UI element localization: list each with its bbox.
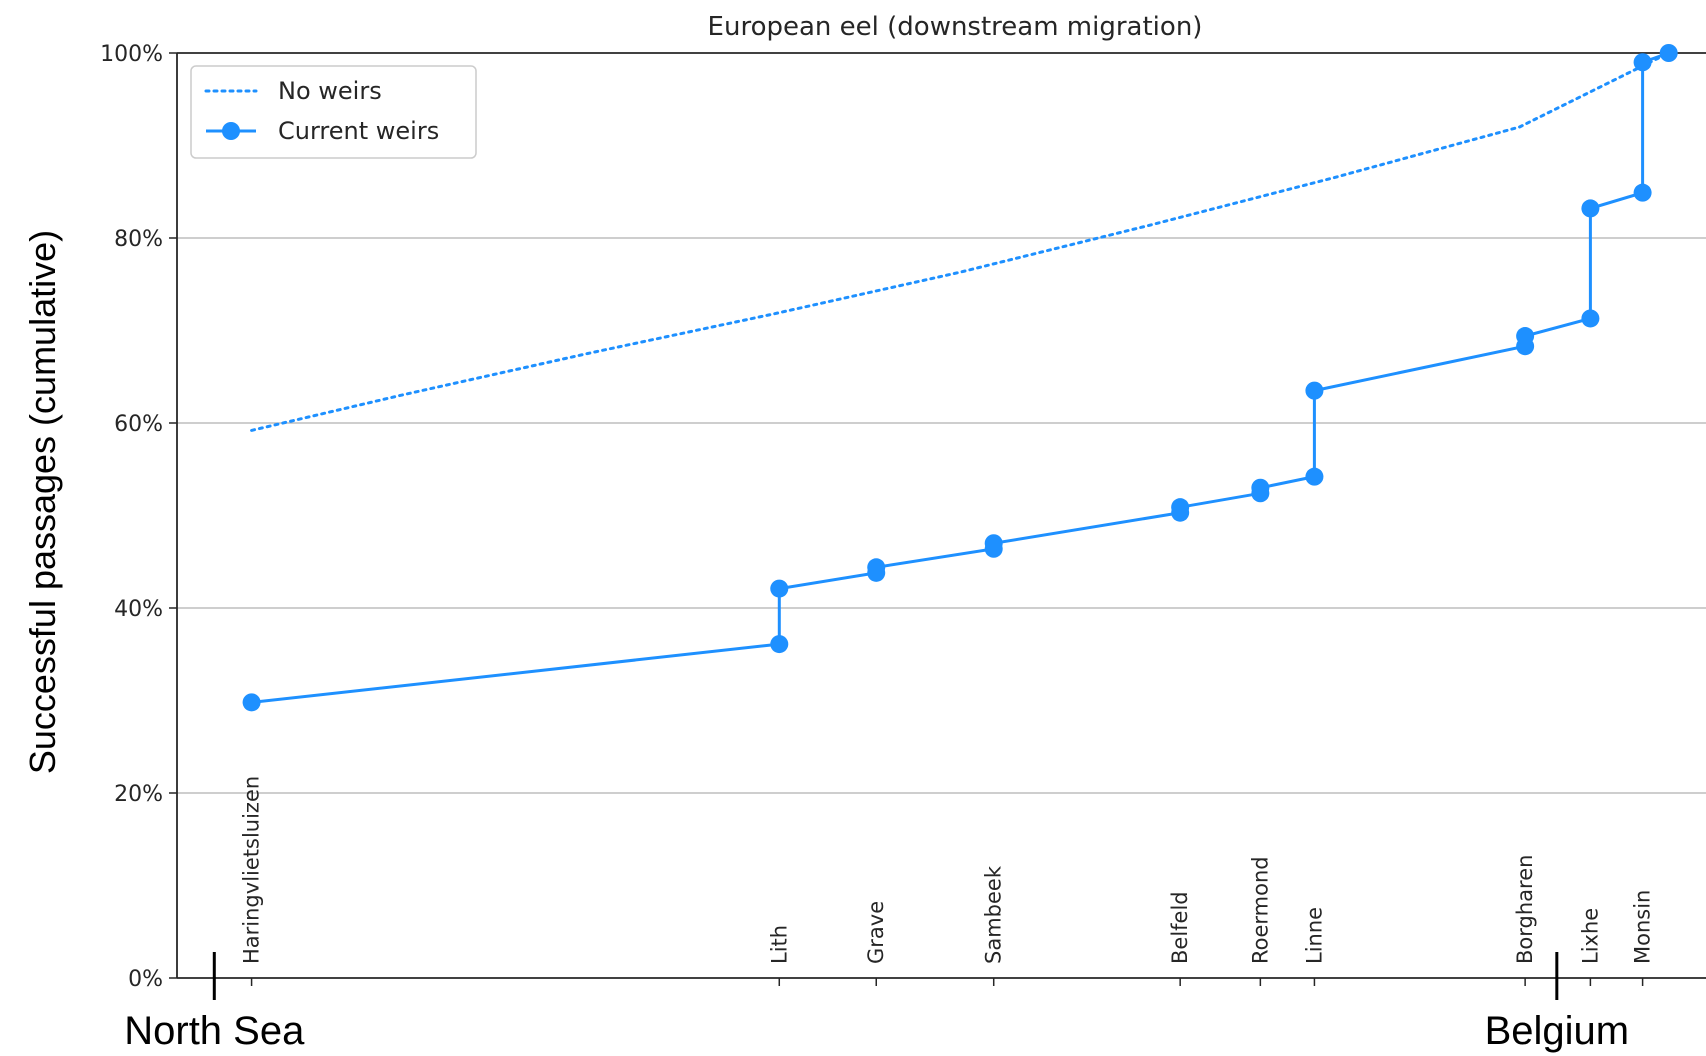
data-point	[242, 693, 261, 712]
weir-label: Sambeek	[982, 865, 1006, 964]
x-ticks: Haringvlietsluizen Lith Grave Sambeek Belfel…	[240, 776, 1655, 986]
weir-label: Haringvlietsluizen	[240, 776, 264, 964]
weir-label: Linne	[1302, 907, 1326, 964]
weir-label: Lixhe	[1578, 908, 1602, 964]
series-layer	[242, 44, 1678, 712]
y-tick-label: 80%	[114, 227, 163, 252]
y-axis-label: Successful passages (cumulative)	[22, 230, 63, 774]
data-point	[770, 635, 789, 654]
y-tick-label: 0%	[128, 967, 163, 992]
data-point	[1305, 381, 1324, 400]
y-tick-label: 40%	[114, 597, 163, 622]
data-point	[984, 534, 1003, 553]
weir-label: Belfeld	[1168, 891, 1192, 964]
data-point	[1633, 53, 1652, 72]
y-tick-label: 100%	[100, 42, 163, 67]
data-point	[1171, 498, 1190, 517]
legend-label: No weirs	[278, 77, 382, 105]
legend-swatch-marker	[222, 122, 240, 140]
data-point	[1251, 478, 1270, 497]
data-point	[1516, 327, 1535, 346]
chart-title: European eel (downstream migration)	[708, 12, 1203, 42]
boundary-label: Belgium	[1485, 1009, 1630, 1053]
legend-label: Current weirs	[278, 117, 439, 145]
data-point	[1305, 467, 1324, 486]
legend-box	[190, 65, 477, 159]
series-line-no-weirs	[250, 51, 1671, 432]
weir-label: Borgharen	[1513, 855, 1537, 964]
weir-label: Monsin	[1631, 890, 1655, 964]
data-point	[1659, 44, 1678, 62]
grid-lines	[177, 237, 1706, 794]
weir-label: Lith	[767, 925, 791, 964]
weir-label: Grave	[864, 901, 888, 964]
y-tick-label: 60%	[114, 412, 163, 437]
data-point	[1581, 309, 1600, 328]
data-point	[1581, 199, 1600, 218]
y-ticks: 0% 20% 40% 60% 80% 100%	[100, 42, 177, 992]
y-tick-label: 20%	[114, 782, 163, 807]
edge-labels: North Sea Belgium	[124, 952, 1629, 1053]
axes	[176, 52, 1706, 979]
data-point	[770, 579, 789, 598]
data-point	[867, 558, 886, 577]
data-point	[1633, 183, 1652, 202]
weir-label: Roermond	[1248, 856, 1272, 964]
boundary-label: North Sea	[124, 1009, 305, 1053]
legend: No weirs Current weirs	[190, 65, 477, 159]
